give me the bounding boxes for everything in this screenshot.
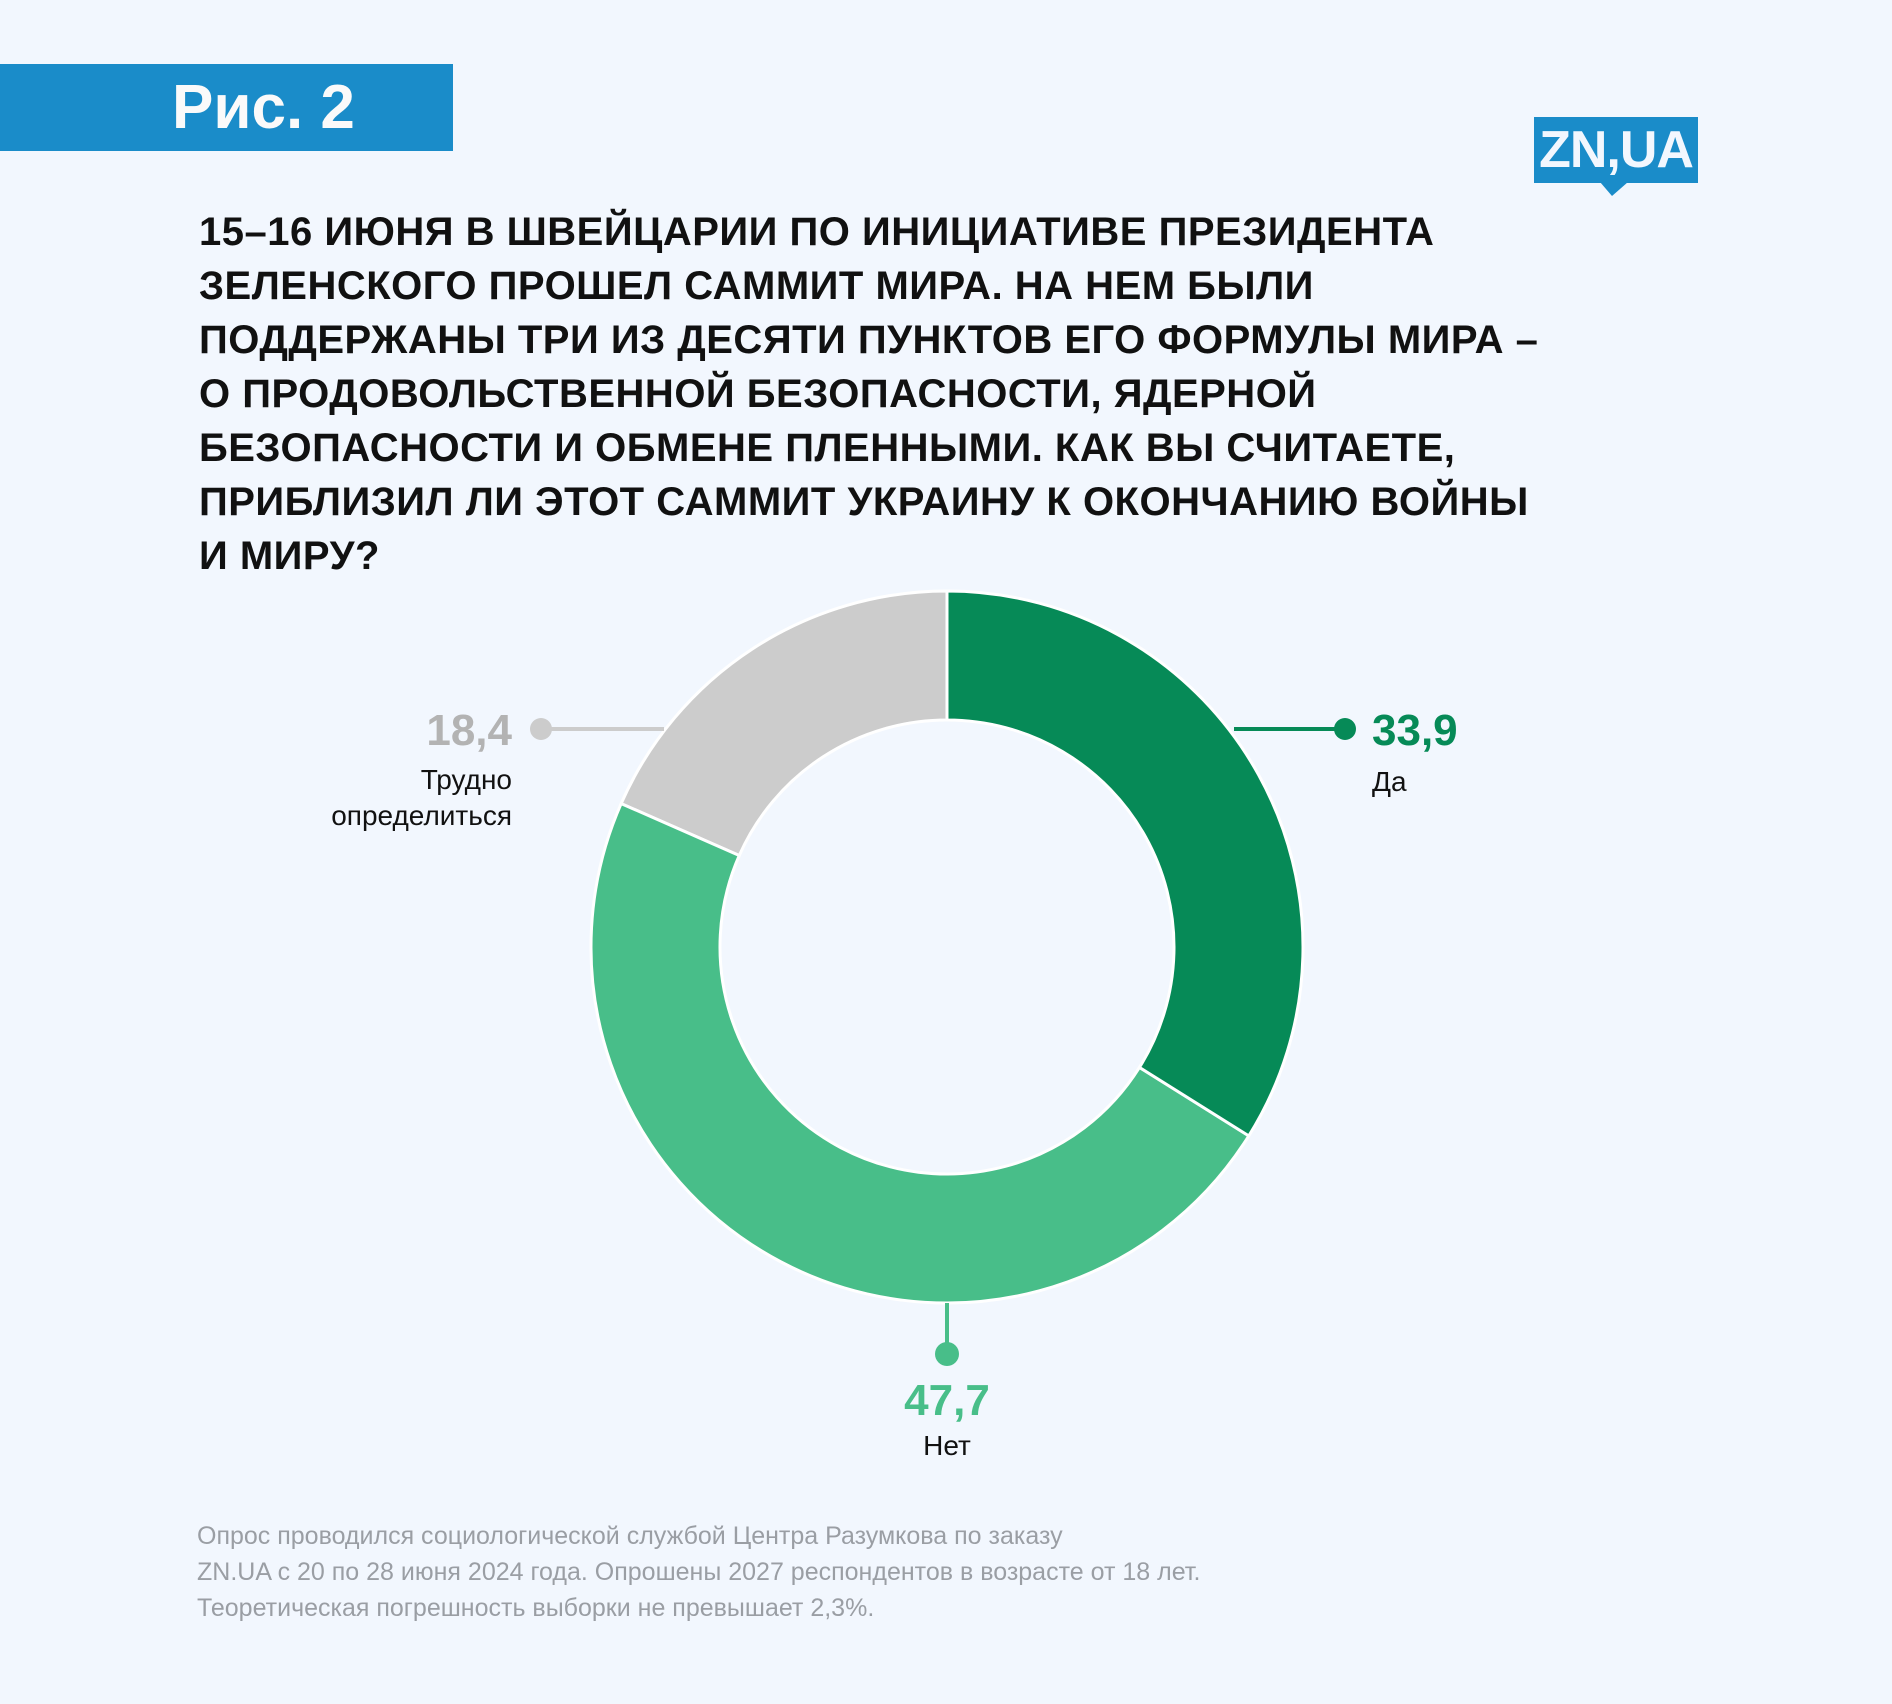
footer-line: ZN.UA с 20 по 28 июня 2024 года. Опрошен… xyxy=(197,1558,1201,1586)
value-label-trudno: 18,4 xyxy=(426,706,512,755)
leader-dot-net xyxy=(935,1342,959,1366)
footer-line: Теоретическая погрешность выборки не пре… xyxy=(197,1594,875,1622)
label-line: определиться xyxy=(331,800,512,831)
slice-trudno xyxy=(619,589,949,858)
category-label-da: Да xyxy=(1372,766,1407,797)
leader-dot-trudno xyxy=(530,718,552,740)
title-line: ЗЕЛЕНСКОГО ПРОШЕЛ САММИТ МИРА. НА НЕМ БЫ… xyxy=(199,264,1314,308)
title-line: БЕЗОПАСНОСТИ И ОБМЕНЕ ПЛЕННЫМИ. КАК ВЫ С… xyxy=(199,426,1456,470)
title-line: О ПРОДОВОЛЬСТВЕННОЙ БЕЗОПАСНОСТИ, ЯДЕРНО… xyxy=(199,372,1317,416)
category-label-trudno: Трудно определиться xyxy=(212,762,512,834)
slice-net xyxy=(589,801,1251,1305)
value-label-da: 33,9 xyxy=(1372,706,1458,755)
footer-note: Опрос проводился социологической службой… xyxy=(197,1518,1200,1626)
slice-da xyxy=(945,589,1305,1138)
label-line: Трудно xyxy=(420,764,512,795)
title-line: ПРИБЛИЗИЛ ЛИ ЭТОТ САММИТ УКРАИНУ К ОКОНЧ… xyxy=(199,480,1529,524)
figure-label: Рис. 2 xyxy=(0,64,453,151)
title-line: ПОДДЕРЖАНЫ ТРИ ИЗ ДЕСЯТИ ПУНКТОВ ЕГО ФОР… xyxy=(199,318,1539,362)
title-line: 15–16 ИЮНЯ В ШВЕЙЦАРИИ ПО ИНИЦИАТИВЕ ПРЕ… xyxy=(199,210,1435,254)
value-label-net: 47,7 xyxy=(904,1376,990,1425)
logo-speech-tail xyxy=(1600,182,1628,196)
title-line: И МИРУ? xyxy=(199,534,380,578)
category-label-net: Нет xyxy=(923,1430,971,1461)
footer-line: Опрос проводился социологической службой… xyxy=(197,1522,1063,1550)
zn-ua-logo: ZN,UA xyxy=(1534,117,1698,183)
leader-dot-da xyxy=(1334,718,1356,740)
chart-title: 15–16 ИЮНЯ В ШВЕЙЦАРИИ ПО ИНИЦИАТИВЕ ПРЕ… xyxy=(199,205,1719,583)
